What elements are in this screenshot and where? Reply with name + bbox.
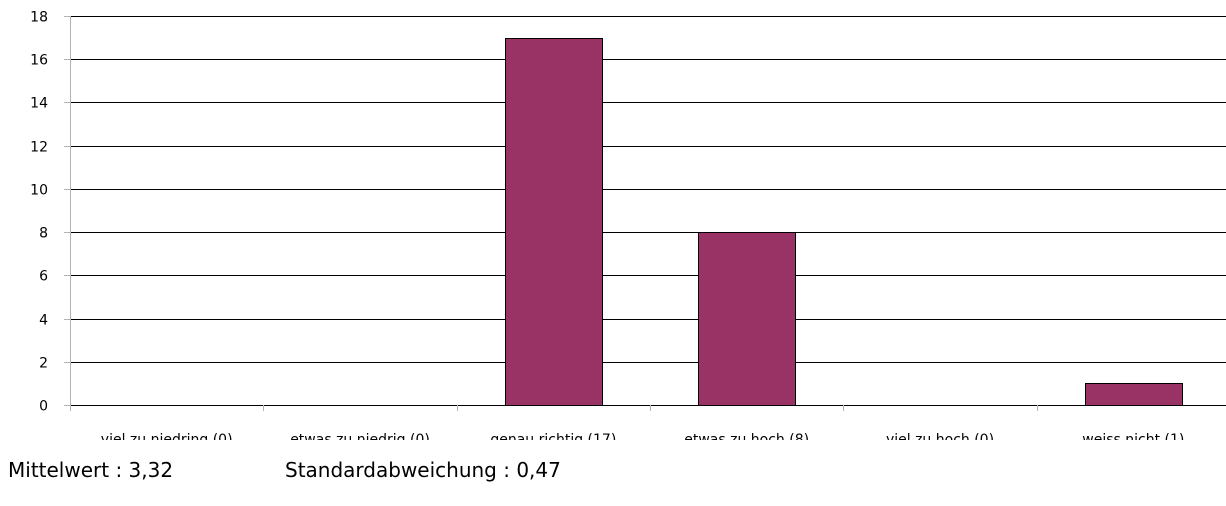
x-tick-label: viel zu niedring (0)	[101, 432, 233, 440]
x-tick-label: etwas zu hoch (8)	[684, 432, 809, 440]
bar	[505, 38, 603, 406]
y-tick-labels: 0 2 4 6 8 10 12 14 16 18	[30, 10, 48, 415]
y-tick-label: 14	[30, 96, 48, 112]
x-tick-label: weiss nicht (1)	[1082, 432, 1184, 440]
mean-value: Mittelwert : 3,32	[8, 458, 174, 482]
y-tick-label: 6	[39, 269, 48, 285]
axes	[64, 16, 1038, 411]
y-tick-label: 18	[30, 10, 48, 26]
y-tick-label: 16	[30, 53, 48, 69]
y-tick-label: 8	[39, 226, 48, 242]
statistics-line: Mittelwert : 3,32 Standardabweichung : 0,…	[8, 458, 561, 482]
bar	[698, 232, 796, 406]
y-tick-label: 10	[30, 183, 48, 199]
x-tick-label: viel zu hoch (0)	[886, 432, 994, 440]
y-tick-label: 0	[39, 399, 48, 415]
bar	[1085, 383, 1183, 406]
bar-chart: 0 2 4 6 8 10 12 14 16 18 viel zu niedring (0) etwa…	[30, 10, 1226, 440]
x-tick-label: genau richtig (17)	[490, 432, 616, 440]
bars	[505, 38, 1183, 406]
standard-deviation-value: Standardabweichung : 0,47	[285, 458, 561, 482]
x-tick-labels: viel zu niedring (0) etwas zu niedrig (0)…	[101, 432, 1185, 440]
y-tick-label: 12	[30, 140, 48, 156]
x-tick-label: etwas zu niedrig (0)	[290, 432, 430, 440]
grid-lines	[70, 16, 1226, 406]
y-tick-label: 4	[39, 313, 48, 329]
y-tick-label: 2	[39, 356, 48, 372]
